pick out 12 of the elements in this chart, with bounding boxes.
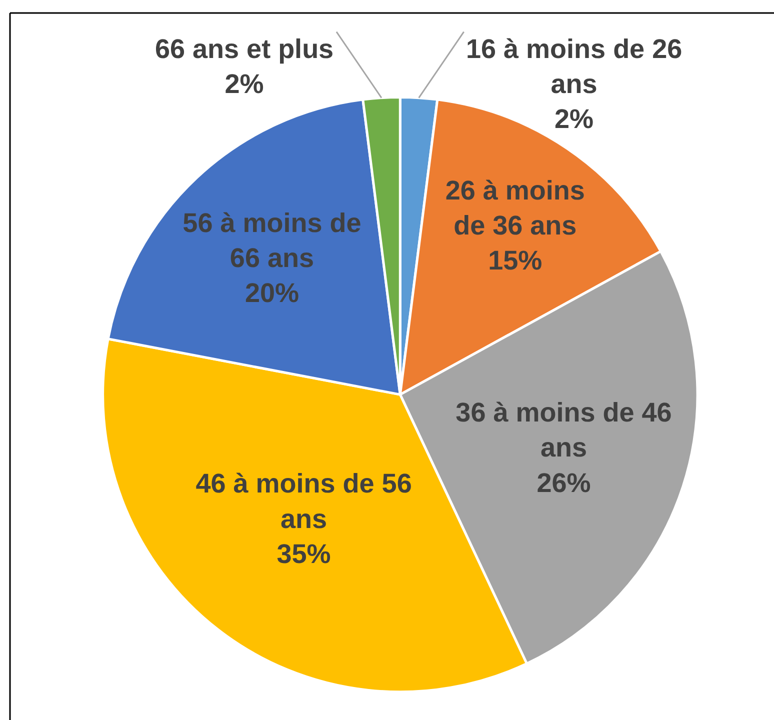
data-label: 20% bbox=[244, 278, 299, 308]
data-label: 15% bbox=[488, 246, 542, 276]
data-label: 2% bbox=[554, 104, 594, 134]
slice-label: 26 à moins de 36 ans bbox=[445, 175, 585, 240]
data-label: 2% bbox=[224, 69, 264, 100]
slice-label: 56 à moins de 66 ans bbox=[182, 208, 362, 274]
slice-label: 16 à moins de 26 ans bbox=[466, 34, 682, 100]
slice-label: 46 à moins de 56 ans bbox=[196, 468, 412, 534]
slice-label: 66 ans et plus bbox=[155, 34, 334, 64]
slice-label: 36 à moins de 46 ans bbox=[456, 398, 672, 463]
data-label: 26% bbox=[536, 468, 591, 498]
data-label: 35% bbox=[276, 538, 331, 569]
